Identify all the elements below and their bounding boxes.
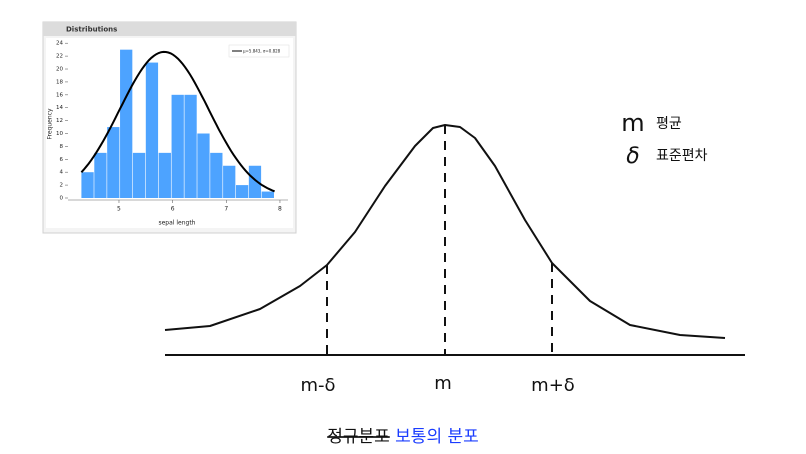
bar xyxy=(261,191,274,198)
caption-struck: 정규분포 xyxy=(327,427,390,447)
chart-title: Distributions xyxy=(66,26,117,34)
marker-label: m-δ xyxy=(300,375,335,396)
bar xyxy=(120,49,133,199)
legend-label: 표준편차 xyxy=(656,148,708,164)
y-tick-label: 6 xyxy=(60,157,64,163)
bar xyxy=(223,165,236,198)
x-tick-label: 5 xyxy=(117,206,121,213)
legend-symbol: δ xyxy=(626,144,639,169)
panel-header xyxy=(43,22,296,36)
y-tick-label: 16 xyxy=(56,92,63,98)
bar xyxy=(132,152,146,198)
bar xyxy=(197,133,210,198)
bar xyxy=(81,172,94,198)
y-tick-label: 2 xyxy=(60,183,64,189)
y-tick-label: 10 xyxy=(56,131,63,137)
density-curve xyxy=(80,50,275,193)
x-tick-label: 6 xyxy=(171,206,175,213)
bar xyxy=(145,62,159,199)
bar xyxy=(248,165,262,198)
y-tick-label: 24 xyxy=(56,41,63,47)
legend-label: μ=5.843, σ=0.828 xyxy=(243,49,281,54)
y-tick-label: 20 xyxy=(56,67,63,73)
y-tick-label: 8 xyxy=(60,144,64,150)
bar xyxy=(171,94,184,198)
plot-bg xyxy=(46,38,293,228)
x-tick-label: 8 xyxy=(278,206,282,213)
legend-symbol: m xyxy=(621,109,644,137)
y-tick-label: 18 xyxy=(56,79,63,85)
bar xyxy=(94,152,107,198)
y-tick-label: 12 xyxy=(56,118,63,124)
marker-label: m+δ xyxy=(531,375,575,396)
bar xyxy=(107,127,120,198)
legend-label: 평균 xyxy=(656,116,682,132)
bar xyxy=(210,152,223,198)
y-tick-label: 4 xyxy=(60,170,64,176)
bar xyxy=(184,94,197,198)
y-tick-label: 14 xyxy=(56,105,63,111)
marker-label: m xyxy=(434,373,452,394)
x-tick-label: 7 xyxy=(224,206,228,213)
x-axis-label: sepal length xyxy=(158,220,195,227)
y-axis-label: Frequency xyxy=(47,108,54,139)
bar xyxy=(158,152,171,198)
caption: 정규분포 보통의 분포 xyxy=(327,427,479,447)
y-tick-label: 0 xyxy=(60,196,64,202)
bar xyxy=(235,185,249,198)
caption-text: 보통의 분포 xyxy=(395,427,479,447)
y-tick-label: 22 xyxy=(56,54,63,60)
legend-box xyxy=(228,44,290,58)
